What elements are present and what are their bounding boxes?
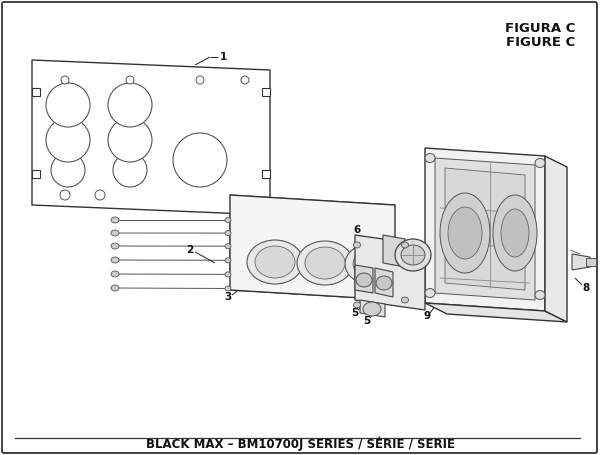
Ellipse shape — [60, 190, 70, 200]
Polygon shape — [383, 235, 405, 267]
Polygon shape — [32, 170, 40, 178]
Ellipse shape — [173, 133, 227, 187]
Polygon shape — [355, 265, 373, 293]
Polygon shape — [360, 300, 385, 317]
Ellipse shape — [425, 153, 435, 162]
Text: 7: 7 — [427, 241, 434, 251]
Ellipse shape — [376, 276, 392, 290]
Ellipse shape — [225, 258, 231, 263]
Text: 8: 8 — [583, 283, 590, 293]
Ellipse shape — [353, 250, 387, 278]
Text: 5: 5 — [352, 308, 359, 318]
Text: 4: 4 — [337, 247, 344, 257]
Ellipse shape — [225, 272, 231, 277]
Ellipse shape — [46, 118, 90, 162]
Text: 9: 9 — [424, 311, 431, 321]
Ellipse shape — [501, 209, 529, 257]
Polygon shape — [230, 195, 395, 300]
Polygon shape — [262, 170, 270, 178]
Text: FIGURA C: FIGURA C — [505, 21, 575, 35]
Polygon shape — [545, 156, 567, 322]
Polygon shape — [32, 60, 270, 215]
Polygon shape — [425, 303, 567, 322]
Polygon shape — [262, 88, 270, 96]
Ellipse shape — [108, 83, 152, 127]
Ellipse shape — [111, 257, 119, 263]
Text: 5: 5 — [364, 316, 371, 326]
Ellipse shape — [111, 230, 119, 236]
Text: 6: 6 — [353, 225, 361, 235]
Ellipse shape — [46, 83, 90, 127]
Polygon shape — [425, 148, 545, 311]
Ellipse shape — [61, 76, 69, 84]
Ellipse shape — [401, 297, 409, 303]
Ellipse shape — [448, 207, 482, 259]
Text: 2: 2 — [187, 245, 194, 255]
Text: BLACK MAX – BM10700J SERIES / SÉRIE / SERIE: BLACK MAX – BM10700J SERIES / SÉRIE / SE… — [146, 437, 455, 451]
Ellipse shape — [113, 153, 147, 187]
Ellipse shape — [440, 193, 490, 273]
Polygon shape — [32, 88, 40, 96]
Ellipse shape — [108, 118, 152, 162]
Ellipse shape — [51, 153, 85, 187]
Polygon shape — [355, 235, 425, 310]
Ellipse shape — [225, 286, 231, 291]
Ellipse shape — [395, 239, 431, 271]
Ellipse shape — [535, 158, 545, 167]
Ellipse shape — [225, 217, 231, 222]
Polygon shape — [375, 268, 393, 297]
Text: 3: 3 — [224, 292, 232, 302]
Text: 1: 1 — [220, 52, 227, 62]
Ellipse shape — [225, 244, 231, 249]
Polygon shape — [572, 254, 590, 270]
Ellipse shape — [305, 247, 345, 279]
Ellipse shape — [401, 245, 425, 265]
Ellipse shape — [95, 190, 105, 200]
Ellipse shape — [196, 76, 204, 84]
Ellipse shape — [425, 288, 435, 298]
Bar — [586, 258, 596, 266]
Ellipse shape — [111, 285, 119, 291]
Ellipse shape — [363, 302, 381, 316]
Ellipse shape — [297, 241, 353, 285]
Ellipse shape — [111, 217, 119, 223]
Ellipse shape — [345, 244, 395, 284]
Ellipse shape — [353, 302, 361, 308]
Ellipse shape — [111, 243, 119, 249]
Text: FIGURE C: FIGURE C — [506, 35, 575, 49]
Ellipse shape — [356, 273, 372, 287]
Ellipse shape — [241, 76, 249, 84]
Ellipse shape — [225, 231, 231, 236]
Ellipse shape — [401, 242, 409, 248]
Ellipse shape — [353, 242, 361, 248]
Ellipse shape — [255, 246, 295, 278]
Ellipse shape — [126, 76, 134, 84]
Ellipse shape — [493, 195, 537, 271]
Ellipse shape — [535, 290, 545, 299]
Polygon shape — [445, 168, 525, 290]
Ellipse shape — [247, 240, 303, 284]
Polygon shape — [230, 195, 380, 280]
Polygon shape — [435, 158, 535, 300]
Ellipse shape — [111, 271, 119, 277]
